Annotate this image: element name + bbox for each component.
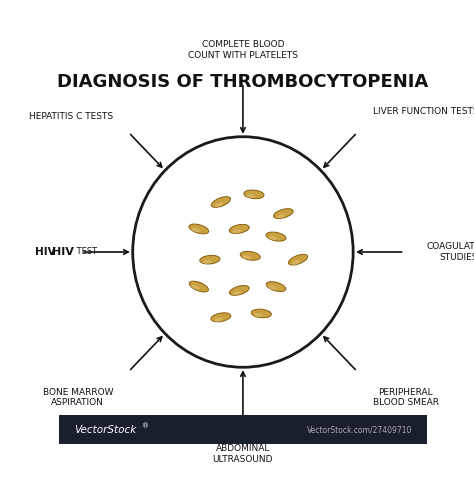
Text: VectorStock.com/27409710: VectorStock.com/27409710 xyxy=(307,425,412,434)
Ellipse shape xyxy=(232,291,241,295)
Circle shape xyxy=(133,137,353,367)
Text: VectorStock: VectorStock xyxy=(74,425,136,435)
Ellipse shape xyxy=(240,251,260,260)
Ellipse shape xyxy=(276,214,285,219)
Text: ®: ® xyxy=(142,423,149,429)
Text: HIV: HIV xyxy=(35,247,59,257)
Text: HIV: HIV xyxy=(52,247,74,257)
Ellipse shape xyxy=(214,203,223,207)
Ellipse shape xyxy=(246,194,255,198)
Text: COAGULATION
STUDIES: COAGULATION STUDIES xyxy=(427,243,474,261)
Text: TEST: TEST xyxy=(74,248,97,256)
Text: COMPLETE BLOOD
COUNT WITH PLATELETS: COMPLETE BLOOD COUNT WITH PLATELETS xyxy=(188,40,298,60)
Ellipse shape xyxy=(268,285,277,290)
Ellipse shape xyxy=(243,255,252,259)
Ellipse shape xyxy=(292,260,300,265)
Ellipse shape xyxy=(214,318,223,322)
Ellipse shape xyxy=(289,254,308,265)
Ellipse shape xyxy=(229,285,249,295)
Ellipse shape xyxy=(229,225,249,234)
Ellipse shape xyxy=(202,260,211,264)
Text: test: test xyxy=(33,248,59,256)
Text: DIAGNOSIS OF THROMBOCYTOPENIA: DIAGNOSIS OF THROMBOCYTOPENIA xyxy=(57,73,428,91)
Text: BONE MARROW
ASPIRATION: BONE MARROW ASPIRATION xyxy=(43,388,113,407)
Text: LIVER FUNCTION TESTS: LIVER FUNCTION TESTS xyxy=(373,107,474,116)
Ellipse shape xyxy=(211,313,231,322)
Ellipse shape xyxy=(211,197,230,208)
Ellipse shape xyxy=(232,230,241,234)
Ellipse shape xyxy=(189,281,209,292)
Ellipse shape xyxy=(191,228,200,232)
Ellipse shape xyxy=(189,224,209,234)
Ellipse shape xyxy=(251,309,271,318)
Ellipse shape xyxy=(266,281,286,291)
Ellipse shape xyxy=(273,209,293,219)
Ellipse shape xyxy=(266,232,286,241)
Ellipse shape xyxy=(268,236,277,240)
Ellipse shape xyxy=(254,313,263,317)
Ellipse shape xyxy=(244,190,264,199)
Text: HEPATITIS C TESTS: HEPATITIS C TESTS xyxy=(29,112,113,121)
Ellipse shape xyxy=(200,255,220,264)
Ellipse shape xyxy=(191,285,200,290)
Text: ABDOMINAL
ULTRASOUND: ABDOMINAL ULTRASOUND xyxy=(213,444,273,464)
Bar xyxy=(59,415,427,444)
Text: PERIPHERAL
BLOOD SMEAR: PERIPHERAL BLOOD SMEAR xyxy=(373,388,439,407)
